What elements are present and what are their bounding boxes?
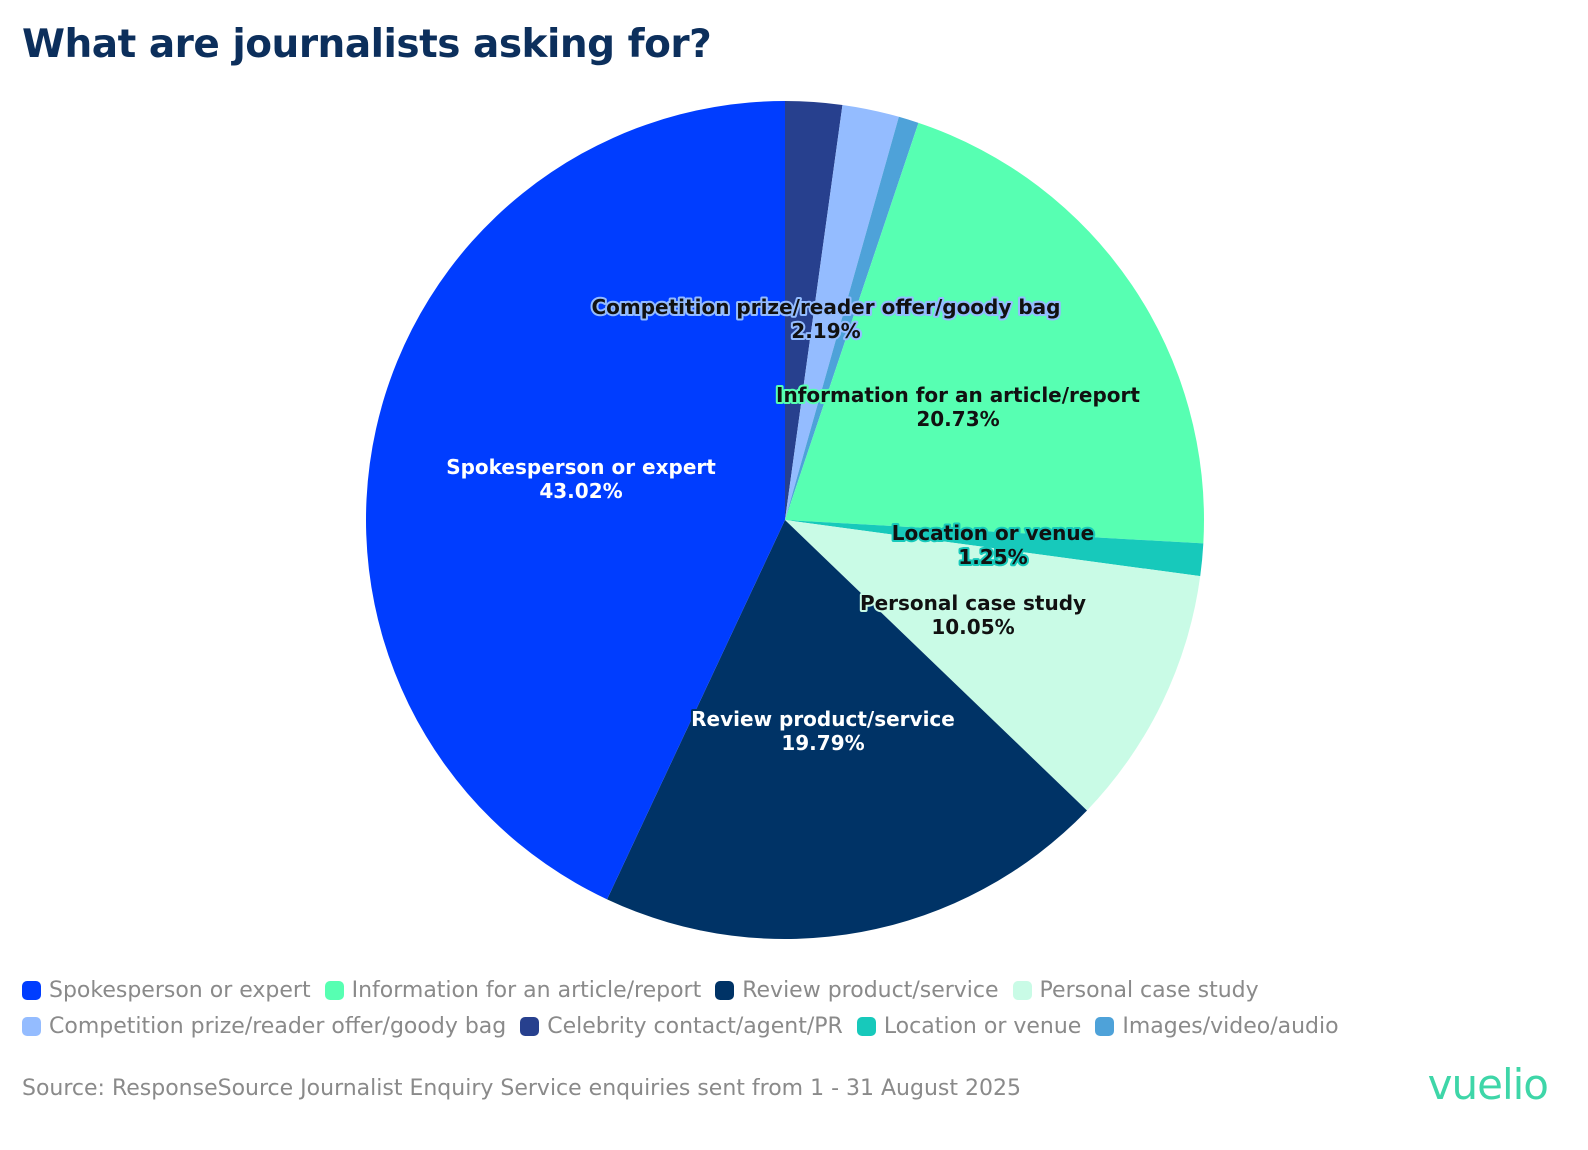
slice-data-label: Personal case study 10.05% [860, 591, 1086, 639]
slice-data-label: Competition prize/reader offer/goody bag… [591, 295, 1060, 343]
slice-label-name: Information for an article/report [776, 383, 1140, 407]
pie-slice-information-for-an-article-report[interactable] [785, 122, 1204, 544]
legend-label: Celebrity contact/agent/PR [547, 1013, 843, 1039]
legend-swatch [1012, 980, 1032, 1000]
slice-label-name: Personal case study [860, 591, 1086, 615]
slice-data-label: Information for an article/report 20.73% [776, 383, 1140, 431]
slice-label-percent: 10.05% [931, 615, 1014, 639]
legend-item[interactable]: Competition prize/reader offer/goody bag [22, 1014, 506, 1039]
legend-label: Spokesperson or expert [49, 977, 311, 1003]
slice-label-percent: 1.25% [958, 545, 1027, 569]
slice-label-name: Review product/service [691, 707, 955, 731]
slice-label-name: Spokesperson or expert [446, 455, 716, 479]
pie-slice-personal-case-study[interactable] [785, 520, 1201, 811]
vuelio-logo: vuelio [1427, 1060, 1549, 1109]
legend-swatch [22, 1016, 41, 1036]
legend-swatch [520, 1016, 540, 1036]
slice-data-label: Spokesperson or expert 43.02% [446, 455, 716, 503]
legend-item[interactable]: Celebrity contact/agent/PR [520, 1014, 843, 1039]
slice-label-percent: 2.19% [791, 319, 860, 343]
legend-swatch [324, 980, 344, 1000]
source-note: Source: ResponseSource Journalist Enquir… [22, 1076, 1021, 1101]
legend-swatch [22, 980, 41, 1000]
chart-title: What are journalists asking for? [22, 22, 712, 67]
slice-data-label: Location or venue 1.25% [892, 521, 1094, 569]
pie-slice-images-video-audio[interactable] [785, 116, 919, 521]
slice-label-name: Competition prize/reader offer/goody bag [591, 295, 1060, 319]
pie-chart: Competition prize/reader offer/goody bag… [365, 101, 1204, 940]
legend-item[interactable]: Review product/service [715, 977, 999, 1003]
slice-label-percent: 43.02% [539, 479, 622, 503]
slice-label-name: Location or venue [892, 521, 1094, 545]
pie-slice-spokesperson-or-expert[interactable] [365, 101, 785, 900]
legend-swatch [1095, 1016, 1115, 1036]
pie-slice-celebrity-contact-agent-pr[interactable] [785, 101, 843, 520]
legend-swatch [715, 980, 735, 1000]
pie-slice-competition-prize-reader-offer-goody-bag[interactable] [785, 104, 899, 520]
chart-legend: Spokesperson or expert Information for a… [22, 972, 1522, 1044]
legend-item[interactable]: Information for an article/report [324, 977, 702, 1003]
slice-label-percent: 19.79% [781, 731, 864, 755]
legend-item[interactable]: Images/video/audio [1095, 1013, 1339, 1039]
legend-label: Images/video/audio [1122, 1013, 1339, 1039]
legend-label: Personal case study [1039, 977, 1259, 1003]
legend-row-1: Spokesperson or expert Information for a… [22, 972, 1522, 1008]
legend-label: Review product/service [742, 977, 999, 1003]
legend-row-2: Competition prize/reader offer/goody bag… [22, 1008, 1522, 1044]
legend-item[interactable]: Location or venue [856, 1013, 1082, 1039]
legend-swatch [856, 1016, 876, 1036]
pie-slice-location-or-venue[interactable] [785, 520, 1204, 577]
legend-label: Information for an article/report [351, 977, 702, 1003]
legend-item[interactable]: Personal case study [1012, 977, 1259, 1003]
legend-label: Competition prize/reader offer/goody bag [49, 1013, 507, 1039]
slice-label-percent: 20.73% [916, 407, 999, 431]
legend-label: Location or venue [883, 1013, 1082, 1039]
slice-data-label: Review product/service 19.79% [691, 707, 955, 755]
legend-item[interactable]: Spokesperson or expert [22, 978, 311, 1003]
pie-slice-review-product-service[interactable] [607, 520, 1087, 940]
